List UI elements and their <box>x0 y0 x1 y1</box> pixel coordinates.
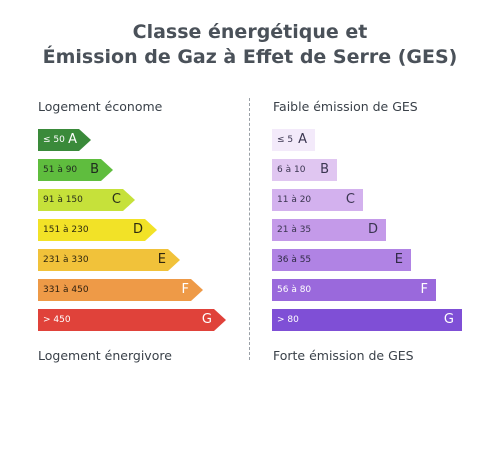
column-divider <box>249 98 250 360</box>
ges-top-label: Faible émission de GES <box>273 99 418 114</box>
ges-class-b-bar: 6 à 10 B <box>272 159 337 181</box>
ges-class-c-bar: 11 à 20 C <box>272 189 363 211</box>
ges-class-e-bar: 36 à 55 E <box>272 249 411 271</box>
energy-class-range: > 450 <box>43 315 71 325</box>
energy-class-letter: C <box>111 192 121 207</box>
energy-bottom-label: Logement énergivore <box>38 348 172 363</box>
ges-class-d-bar: 21 à 35 D <box>272 219 386 241</box>
energy-class-letter: G <box>201 312 212 327</box>
energy-class-range: 91 à 150 <box>43 195 83 205</box>
energy-class-c-bar: 91 à 150 C <box>38 189 135 211</box>
energy-class-e-bar: 231 à 330 E <box>38 249 180 271</box>
energy-class-f-bar: 331 à 450 F <box>38 279 203 301</box>
title-line-2: Émission de Gaz à Effet de Serre (GES) <box>42 46 458 68</box>
ges-class-range: 36 à 55 <box>277 255 312 265</box>
energy-class-range: 231 à 330 <box>43 255 89 265</box>
ges-class-letter: D <box>367 222 378 237</box>
ges-class-letter: G <box>443 312 454 327</box>
energy-class-letter: A <box>68 132 77 147</box>
energy-class-range: 51 à 90 <box>43 165 78 175</box>
ges-class-letter: A <box>298 132 307 147</box>
ges-class-g-bar: > 80 G <box>272 309 462 331</box>
ges-class-letter: C <box>345 192 355 207</box>
ges-class-letter: E <box>394 252 403 267</box>
energy-class-a-bar: ≤ 50 A <box>38 129 91 151</box>
energy-class-range: 151 à 230 <box>43 225 89 235</box>
energy-class-range: ≤ 50 <box>43 135 65 145</box>
energy-class-d-bar: 151 à 230 D <box>38 219 157 241</box>
page-title: Classe énergétique et Émission de Gaz à … <box>0 20 500 70</box>
ges-class-range: 6 à 10 <box>277 165 306 175</box>
energy-class-b-bar: 51 à 90 B <box>38 159 113 181</box>
ges-class-range: 56 à 80 <box>277 285 312 295</box>
energy-class-letter: F <box>181 282 189 297</box>
title-line-1: Classe énergétique et <box>132 21 368 43</box>
ges-class-f-bar: 56 à 80 F <box>272 279 436 301</box>
ges-class-a-bar: ≤ 5 A <box>272 129 315 151</box>
ges-class-letter: F <box>420 282 428 297</box>
energy-class-range: 331 à 450 <box>43 285 89 295</box>
ges-class-range: 11 à 20 <box>277 195 312 205</box>
energy-class-letter: E <box>157 252 166 267</box>
energy-class-g-bar: > 450 G <box>38 309 226 331</box>
energy-class-letter: B <box>90 162 99 177</box>
ges-class-range: 21 à 35 <box>277 225 312 235</box>
energy-top-label: Logement économe <box>38 99 163 114</box>
ges-class-letter: B <box>320 162 329 177</box>
ges-class-range: > 80 <box>277 315 299 325</box>
ges-bottom-label: Forte émission de GES <box>273 348 414 363</box>
energy-class-letter: D <box>132 222 143 237</box>
ges-class-range: ≤ 5 <box>277 135 294 145</box>
